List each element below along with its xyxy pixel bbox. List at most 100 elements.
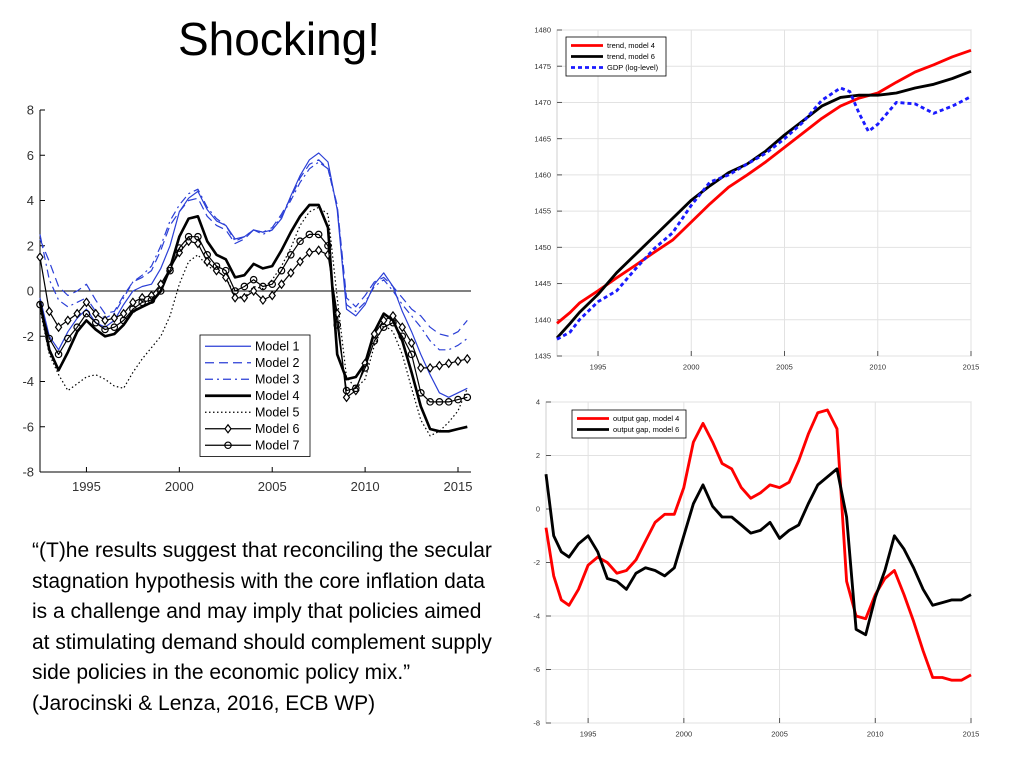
data-point [259, 295, 267, 306]
legend-label: Model 3 [255, 373, 300, 387]
data-point [444, 358, 453, 369]
data-point [194, 232, 202, 241]
data-point [36, 252, 44, 263]
y-tick-label: 1445 [534, 279, 551, 288]
data-point [268, 290, 276, 301]
data-point [231, 292, 239, 303]
data-point [64, 334, 72, 343]
data-point [91, 318, 100, 327]
data-point [463, 393, 472, 402]
data-point [138, 298, 146, 307]
data-point [91, 308, 100, 319]
data-point [212, 262, 221, 270]
series-line-2 [39, 159, 468, 337]
data-point [259, 282, 267, 291]
data-point [156, 287, 165, 295]
data-point [45, 334, 54, 343]
y-tick-label: -2 [533, 558, 540, 567]
data-point [119, 316, 128, 325]
y-tick-label: 0 [536, 505, 540, 514]
x-tick-label: 2000 [165, 479, 194, 494]
y-tick-label: 1480 [534, 26, 551, 35]
y-tick-label: 1470 [534, 98, 551, 107]
data-point [463, 353, 472, 364]
data-point [147, 296, 156, 304]
slide-title: Shocking! [178, 13, 381, 65]
data-point [110, 313, 119, 324]
data-point [36, 300, 44, 309]
data-point [73, 308, 81, 319]
x-tick-label: 2005 [258, 479, 287, 494]
data-point [54, 350, 63, 359]
data-point [249, 275, 258, 284]
data-point [287, 267, 295, 278]
data-point [342, 392, 351, 403]
output-gap-chart: -8 -6 -4 -2 0 2 4 1995 2000 2005 2010 2015 output ga… [533, 398, 980, 739]
legend-label: Model 1 [255, 340, 300, 354]
y-tick-label: -8 [22, 465, 34, 480]
data-point [240, 292, 249, 303]
trend-gdp-chart: 1435 1440 1445 1450 1455 1460 1465 1470 1475 1480… [534, 26, 980, 372]
data-point [305, 247, 314, 258]
legend-label: trend, model 6 [607, 52, 655, 61]
y-tick-label: 4 [27, 193, 34, 208]
y-tick-label: 1455 [534, 207, 551, 216]
x-tick-label: 2010 [869, 363, 886, 372]
data-point [240, 282, 249, 291]
x-tick-label: 1995 [580, 730, 597, 739]
y-tick-label: -4 [22, 374, 34, 389]
y-tick-label: 2 [27, 238, 34, 253]
data-point [333, 321, 342, 329]
data-point [277, 279, 286, 290]
data-point [435, 398, 444, 406]
data-point [379, 323, 388, 332]
legend-label: output gap, model 6 [613, 425, 679, 434]
data-point [389, 318, 397, 327]
legend-label: Model 4 [255, 389, 300, 403]
data-point [444, 398, 453, 406]
legend-label: output gap, model 4 [613, 414, 679, 423]
data-point [296, 237, 304, 246]
x-tick-label: 2015 [963, 730, 980, 739]
legend-marker [224, 423, 232, 434]
y-tick-label: 4 [536, 398, 540, 407]
data-point [426, 398, 434, 406]
data-point [45, 306, 54, 317]
x-tick-label: 2005 [771, 730, 788, 739]
data-point [110, 323, 119, 332]
legend-label: Model 7 [255, 439, 300, 453]
data-point [166, 266, 174, 275]
x-tick-label: 2000 [675, 730, 692, 739]
legend-marker [224, 441, 232, 450]
data-point [82, 297, 91, 308]
y-tick-label: 1450 [534, 243, 551, 252]
x-tick-label: 2000 [683, 363, 700, 372]
y-tick-label: 8 [27, 103, 34, 118]
data-point [231, 287, 239, 295]
legend-box [571, 409, 687, 439]
data-point [314, 230, 323, 239]
data-point [314, 245, 323, 256]
data-point [286, 251, 295, 259]
x-tick-label: 2015 [963, 363, 980, 372]
y-tick-label: 0 [27, 284, 34, 299]
y-tick-label: 2 [536, 451, 540, 460]
data-point [426, 362, 434, 373]
data-point [73, 323, 81, 332]
y-tick-label: -4 [533, 612, 540, 621]
y-tick-label: 1460 [534, 171, 551, 180]
data-point [129, 305, 137, 313]
data-point [82, 309, 91, 318]
data-point [101, 325, 109, 334]
x-tick-label: 1995 [590, 363, 607, 372]
data-point [203, 256, 211, 267]
y-tick-label: 1440 [534, 315, 551, 324]
y-tick-label: -6 [533, 665, 540, 674]
data-point [435, 360, 444, 371]
legend-label: Model 5 [255, 406, 300, 420]
y-tick-label: -2 [22, 329, 34, 344]
y-tick-label: 1435 [534, 352, 551, 361]
data-point [175, 244, 184, 252]
data-point [305, 230, 314, 239]
data-point [454, 395, 462, 404]
